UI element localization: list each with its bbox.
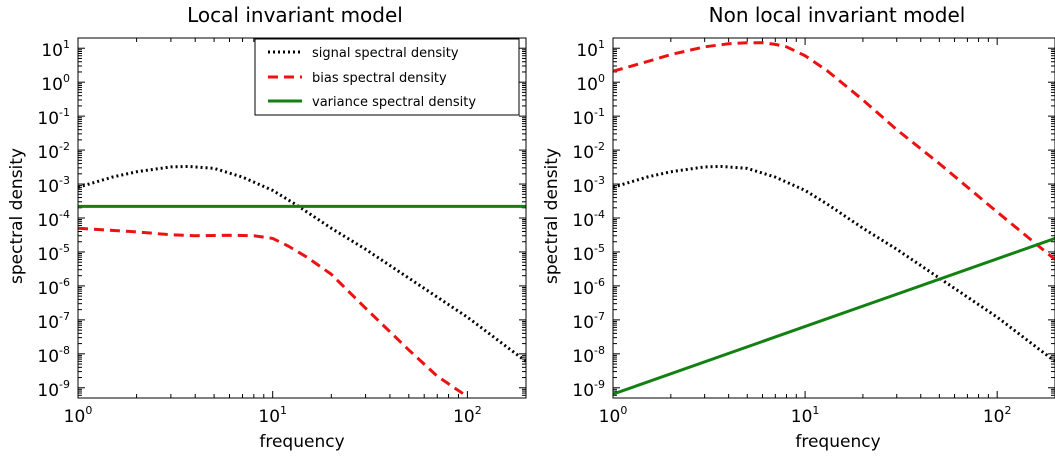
left-chart-y-tick-label: 10-7 [37, 310, 70, 333]
right-chart-y-tick-label: 10-4 [572, 208, 605, 231]
right-chart-y-tick-label: 10-1 [572, 106, 605, 129]
right-chart-y-tick-label: 10-6 [572, 276, 605, 299]
left-chart-y-tick-label: 10-3 [37, 174, 70, 197]
right-chart-x-tick-label: 100 [599, 404, 628, 427]
right-chart-y-tick-label: 10-8 [572, 344, 605, 367]
right-chart-y-tick-label: 10-5 [572, 242, 605, 265]
left-chart-ylabel: spectral density [7, 148, 27, 284]
left-chart-y-tick-label: 10-2 [37, 140, 70, 163]
right-chart-y-tick-label: 100 [576, 72, 605, 95]
left-chart-y-tick-label: 10-1 [37, 106, 70, 129]
left-chart-y-tick-label: 10-6 [37, 276, 70, 299]
right-chart-frame [612, 37, 1055, 399]
right-chart-title: Non local invariant model [709, 3, 966, 27]
right-chart-y-tick-label: 101 [576, 38, 605, 61]
left-chart-title: Local invariant model [187, 3, 403, 27]
left-chart-y-tick-label: 10-8 [37, 344, 70, 367]
right-chart-bias-line [613, 41, 1055, 261]
left-chart-xlabel: frequency [259, 432, 344, 452]
left-chart-x-tick-label: 102 [453, 404, 482, 427]
right-chart-y-tick-label: 10-9 [572, 378, 605, 401]
left-chart-y-tick-label: 10-4 [37, 208, 70, 231]
right-chart-ticks: 100 101 102 10-9 10-8 10-7 10-6 10-5 10-4 10-3 10-… [572, 37, 1055, 427]
left-chart-bias-line [78, 226, 469, 398]
legend-signal-label: signal spectral density [312, 46, 459, 61]
right-chart-xlabel: frequency [795, 432, 880, 452]
left-chart-y-tick-label: 10-9 [37, 378, 70, 401]
right-chart-x-tick-label: 102 [983, 404, 1012, 427]
left-chart-series [78, 164, 526, 398]
right-chart-x-tick-label: 101 [791, 404, 820, 427]
legend: signal spectral density bias spectral de… [254, 38, 520, 116]
left-chart-y-tick-label: 100 [41, 72, 70, 95]
right-chart-panel: Non local invariant model frequency spec… [542, 3, 1055, 452]
left-chart-x-tick-label: 100 [64, 404, 93, 427]
left-chart-x-tick-label: 101 [258, 404, 287, 427]
legend-variance-label: variance spectral density [312, 95, 476, 110]
left-chart-y-tick-label: 10-5 [37, 242, 70, 265]
legend-bias-label: bias spectral density [312, 71, 447, 86]
right-chart-signal-line [613, 164, 1055, 363]
right-chart-series [613, 41, 1055, 396]
left-chart-signal-line [78, 164, 526, 363]
right-chart-y-tick-label: 10-7 [572, 310, 605, 333]
right-chart-ylabel: spectral density [542, 148, 562, 284]
left-chart-y-tick-label: 101 [41, 38, 70, 61]
right-chart-y-tick-label: 10-3 [572, 174, 605, 197]
left-chart-ticks: 100 101 102 10-9 10-8 10-7 10-6 10-5 10-4 10-3 10-… [37, 37, 527, 427]
right-chart-y-tick-label: 10-2 [572, 140, 605, 163]
left-chart-frame [77, 37, 527, 399]
right-chart-variance-line [613, 237, 1055, 396]
left-chart-panel: Local invariant model frequency spectral… [7, 3, 527, 452]
